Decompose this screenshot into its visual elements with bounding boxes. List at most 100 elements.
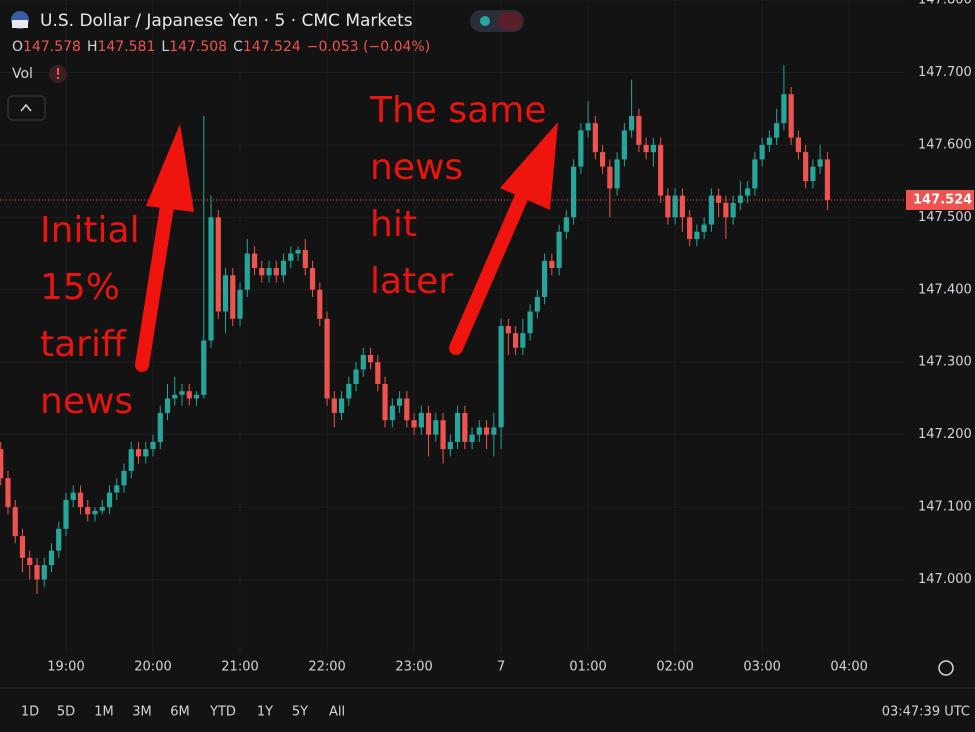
candle-body: [723, 202, 729, 218]
y-tick-label: 147.300: [918, 355, 972, 370]
candle-body: [737, 195, 743, 203]
candle-body: [483, 427, 490, 435]
candle-body: [0, 449, 4, 479]
arrow-head: [146, 124, 194, 212]
candle-body: [367, 354, 374, 363]
candle-body: [592, 123, 598, 153]
change: −0.053 (−0.04%): [307, 39, 430, 55]
candle-body: [324, 318, 330, 399]
candle-body: [708, 195, 714, 225]
settings-button[interactable]: [938, 660, 954, 676]
candle-body: [237, 289, 243, 319]
candle-body: [672, 195, 678, 218]
candle-body: [288, 253, 294, 261]
candle-body: [462, 412, 468, 442]
candle-body: [295, 249, 301, 254]
annotation-text: news: [40, 381, 133, 422]
status-dot: [480, 16, 490, 26]
y-tick-label: 147.500: [918, 210, 972, 225]
candle-body: [534, 297, 540, 312]
candle-body: [433, 420, 439, 435]
clock: 03:47:39 UTC: [882, 705, 970, 720]
annotation-text: later: [370, 261, 453, 302]
y-tick-label: 147.700: [918, 65, 972, 80]
candle-body: [541, 260, 548, 298]
x-tick-label: 23:00: [395, 660, 432, 675]
candle-body: [614, 159, 620, 189]
range-button[interactable]: 1Y: [257, 705, 273, 720]
ohlc-value: 147.524: [243, 39, 301, 55]
candle-body: [650, 144, 656, 153]
candle-body: [317, 289, 323, 319]
candle-body: [77, 492, 84, 508]
candle-body: [193, 394, 200, 399]
candle-body: [578, 130, 584, 167]
candle-body: [817, 159, 823, 167]
annotation-text: Initial: [40, 210, 140, 251]
range-button[interactable]: YTD: [209, 705, 236, 720]
last-price-badge: [906, 189, 974, 210]
x-tick-label: 19:00: [47, 660, 84, 675]
candle-body: [629, 115, 635, 131]
candle-body: [658, 144, 664, 196]
candle-body: [520, 333, 526, 348]
candle-body: [251, 253, 258, 269]
candle-body: [694, 231, 700, 240]
range-button[interactable]: 1D: [21, 705, 39, 720]
candle-body: [70, 492, 76, 500]
range-button[interactable]: 5Y: [292, 705, 308, 720]
y-tick-label: 147.400: [918, 282, 972, 297]
candle-body: [106, 492, 113, 508]
candle-body: [621, 130, 627, 160]
range-button[interactable]: 1M: [94, 705, 114, 720]
candle-body: [259, 268, 265, 276]
range-button[interactable]: 3M: [132, 705, 152, 720]
candle-body: [600, 152, 606, 167]
candle-body: [556, 231, 562, 269]
candle-body: [273, 268, 279, 276]
x-tick-label: 03:00: [743, 660, 780, 675]
warning-icon: [57, 68, 59, 75]
x-tick-label: 04:00: [830, 660, 867, 675]
ohlc-key: L: [161, 39, 169, 55]
candle-body: [759, 144, 765, 160]
symbol-title: U.S. Dollar / Japanese Yen · 5 · CMC Mar…: [40, 11, 413, 31]
candle-body: [99, 507, 105, 511]
candle-body: [469, 434, 475, 442]
candle-body: [266, 268, 272, 276]
candle-body: [164, 398, 171, 413]
candle-body: [172, 394, 178, 399]
range-button[interactable]: All: [329, 705, 345, 720]
candle-body: [114, 485, 120, 493]
candle-body: [440, 420, 446, 450]
candle-body: [389, 405, 395, 421]
candle-body: [774, 123, 780, 138]
candle-body: [280, 260, 287, 276]
candle-body: [63, 499, 69, 529]
candle-body: [411, 420, 417, 428]
candle-body: [665, 195, 671, 218]
candle-body: [222, 275, 229, 312]
range-button[interactable]: 5D: [57, 705, 75, 720]
candle-body: [752, 159, 758, 189]
candle-body: [135, 449, 142, 457]
candle-body: [512, 333, 519, 348]
candle-body: [143, 449, 149, 457]
y-tick-label: 147.600: [918, 137, 972, 152]
candle-body: [803, 152, 809, 182]
x-tick-label: 01:00: [569, 660, 606, 675]
candle-body: [150, 441, 156, 450]
x-tick-label: 22:00: [308, 660, 345, 675]
range-button[interactable]: 6M: [170, 705, 190, 720]
ohlc-key: H: [87, 39, 98, 55]
candle-body: [121, 470, 127, 486]
candle-body: [85, 507, 91, 515]
candle-body: [331, 398, 337, 413]
arrow: [135, 193, 175, 372]
y-tick-label: 147.800: [918, 0, 972, 8]
collapse-button[interactable]: [7, 95, 46, 121]
candle-body: [353, 369, 359, 384]
candle-body: [447, 441, 453, 450]
candle-body: [498, 326, 504, 428]
